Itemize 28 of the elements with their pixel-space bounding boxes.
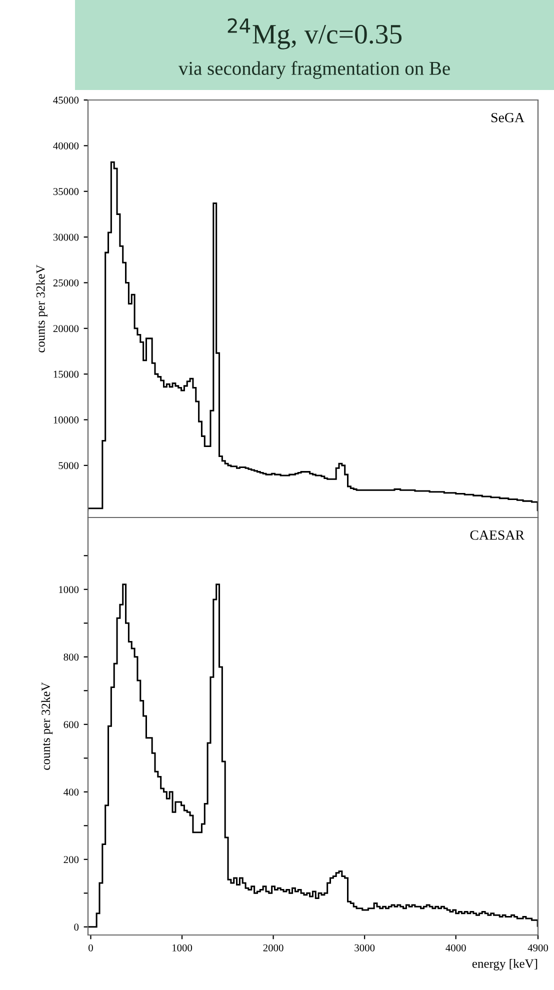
x-tick-label: 3000 [354,944,375,952]
x-tick-label: 4900 [528,944,548,952]
annotation: CAESAR [470,530,524,540]
y-tick-label: 35000 [53,188,79,196]
x-tick-label: 4000 [446,944,466,952]
y-tick-label: 800 [64,654,79,661]
y-tick-label: 45000 [53,96,79,104]
chart-title: $^{24}$Mg, v/c=0.35 [228,18,402,50]
y-tick-label: 25000 [53,279,79,286]
x-tick-label: 0 [88,944,93,952]
y-tick-label: 20000 [53,325,79,332]
y-tick-label: 1000 [59,586,79,594]
y-tick-label: 400 [64,788,79,796]
x-tick-label: 2000 [263,944,284,952]
y-tick-label: 600 [64,721,79,728]
y-tick-label: 15000 [54,370,79,378]
annotation: SeGA [491,112,524,122]
y-tick-label: 200 [64,856,79,864]
y-tick-label: 40000 [53,142,79,150]
y-tick-label: 0 [74,924,79,931]
y-axis-title: counts per 32keV [41,682,53,770]
y-axis-title: counts per 32keV [36,264,48,352]
x-axis-title: energy [keV] [472,959,538,970]
y-tick-label: 10000 [54,416,79,424]
y-tick-label: 5000 [58,462,79,470]
x-tick-label: 1000 [172,944,192,952]
chart-subtitle: via secondary fragmentation on Be [178,61,450,79]
y-tick-label: 30000 [53,234,79,241]
